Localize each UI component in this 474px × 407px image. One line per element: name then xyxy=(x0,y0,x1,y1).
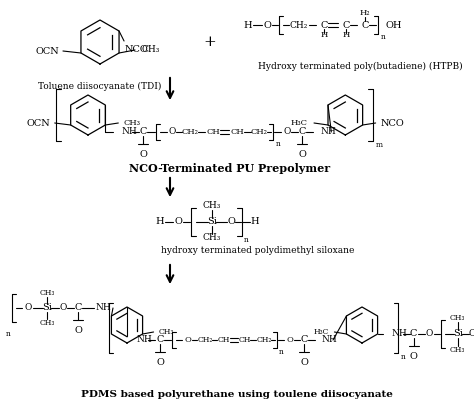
Text: NH: NH xyxy=(137,335,153,344)
Text: O: O xyxy=(283,127,291,136)
Text: CH: CH xyxy=(207,128,220,136)
Text: Toluene diisocyanate (TDI): Toluene diisocyanate (TDI) xyxy=(38,82,162,91)
Text: O: O xyxy=(59,304,67,313)
Text: NH: NH xyxy=(96,304,112,313)
Text: O: O xyxy=(426,330,433,339)
Text: CH₂: CH₂ xyxy=(197,336,213,344)
Text: CH₂: CH₂ xyxy=(290,20,308,29)
Text: NH: NH xyxy=(392,330,407,339)
Text: O: O xyxy=(156,358,164,367)
Text: CH: CH xyxy=(230,128,244,136)
Text: Si: Si xyxy=(453,330,463,339)
Text: CH₃: CH₃ xyxy=(39,289,55,297)
Text: CH₃: CH₃ xyxy=(141,46,159,55)
Text: NH: NH xyxy=(322,335,338,344)
Text: C: C xyxy=(299,127,306,136)
Text: H₃C: H₃C xyxy=(314,328,329,336)
Text: O: O xyxy=(24,304,32,313)
Text: H₃C: H₃C xyxy=(291,119,308,127)
Text: Si: Si xyxy=(42,304,52,313)
Text: Si: Si xyxy=(207,217,217,227)
Text: NCO-Terminated PU Prepolymer: NCO-Terminated PU Prepolymer xyxy=(129,163,330,174)
Text: O: O xyxy=(139,150,147,159)
Text: C: C xyxy=(361,20,369,29)
Text: H: H xyxy=(342,31,350,39)
Text: n: n xyxy=(244,236,249,244)
Text: O: O xyxy=(174,217,182,227)
Text: O: O xyxy=(169,127,176,136)
Text: CH: CH xyxy=(218,336,230,344)
Text: H: H xyxy=(320,31,328,39)
Text: OCN: OCN xyxy=(27,118,51,127)
Text: CH₂: CH₂ xyxy=(256,336,272,344)
Text: O: O xyxy=(299,150,306,159)
Text: OCN: OCN xyxy=(35,46,59,55)
Text: O: O xyxy=(287,336,293,344)
Text: O: O xyxy=(227,217,235,227)
Text: O: O xyxy=(74,326,82,335)
Text: H: H xyxy=(244,20,252,29)
Text: Hydroxy terminated poly(butadiene) (HTPB): Hydroxy terminated poly(butadiene) (HTPB… xyxy=(258,62,462,71)
Text: CH₃: CH₃ xyxy=(203,234,221,243)
Text: hydroxy terminated polydimethyl siloxane: hydroxy terminated polydimethyl siloxane xyxy=(161,246,355,255)
Text: O: O xyxy=(410,352,418,361)
Text: n: n xyxy=(381,33,386,41)
Text: CH₂: CH₂ xyxy=(251,128,268,136)
Text: C: C xyxy=(301,335,308,344)
Text: H: H xyxy=(155,217,164,227)
Text: CH₃: CH₃ xyxy=(39,319,55,327)
Text: n: n xyxy=(6,330,10,338)
Text: CH₃: CH₃ xyxy=(450,346,465,354)
Text: NH: NH xyxy=(320,127,336,136)
Text: n: n xyxy=(401,353,405,361)
Text: NH: NH xyxy=(121,127,137,136)
Text: PDMS based polyurethane using toulene diisocyanate: PDMS based polyurethane using toulene di… xyxy=(81,390,393,399)
Text: NCO: NCO xyxy=(381,118,404,127)
Text: H: H xyxy=(251,217,259,227)
Text: CH: CH xyxy=(239,336,251,344)
Text: +: + xyxy=(204,35,216,49)
Text: CH₃: CH₃ xyxy=(159,328,174,336)
Text: C: C xyxy=(342,20,350,29)
Text: CH₃: CH₃ xyxy=(203,201,221,210)
Text: C: C xyxy=(156,335,164,344)
Text: O: O xyxy=(300,358,308,367)
Text: n: n xyxy=(279,348,284,356)
Text: CH₂: CH₂ xyxy=(182,128,199,136)
Text: NCO: NCO xyxy=(125,45,149,54)
Text: H₂: H₂ xyxy=(360,9,370,17)
Text: C: C xyxy=(74,304,82,313)
Text: m: m xyxy=(375,141,383,149)
Text: CH₃: CH₃ xyxy=(450,314,465,322)
Text: C: C xyxy=(320,20,328,29)
Text: O: O xyxy=(469,330,474,339)
Text: n: n xyxy=(275,140,280,148)
Text: OH: OH xyxy=(386,20,402,29)
Text: C: C xyxy=(140,127,147,136)
Text: CH₃: CH₃ xyxy=(123,119,140,127)
Text: O: O xyxy=(184,336,191,344)
Text: O: O xyxy=(263,20,271,29)
Text: C: C xyxy=(410,330,417,339)
